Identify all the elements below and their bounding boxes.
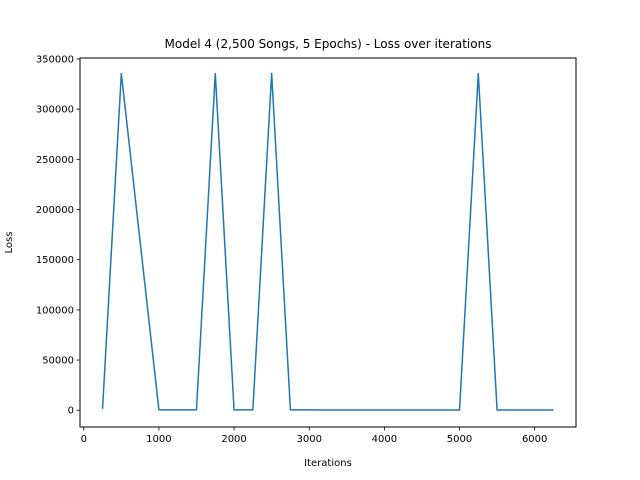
x-tick-label: 4000 xyxy=(372,434,397,445)
x-tick-label: 1000 xyxy=(146,434,171,445)
y-tick-label: 100000 xyxy=(36,305,74,316)
y-tick-label: 250000 xyxy=(36,155,74,166)
x-tick-label: 5000 xyxy=(447,434,472,445)
y-tick-label: 150000 xyxy=(36,255,74,266)
y-tick-label: 350000 xyxy=(36,55,74,66)
x-axis-label: Iterations xyxy=(304,458,352,469)
y-axis: 0 50000 100000 150000 200000 250000 300000 3500… xyxy=(36,55,80,417)
chart-title: Model 4 (2,500 Songs, 5 Epochs) - Loss o… xyxy=(165,37,492,51)
x-axis: 0 1000 2000 3000 4000 5000 6000 xyxy=(81,427,547,445)
x-tick-label: 0 xyxy=(81,434,87,445)
plot-frame xyxy=(79,57,577,428)
x-tick-label: 2000 xyxy=(221,434,246,445)
y-tick-label: 0 xyxy=(68,406,74,417)
y-tick-label: 200000 xyxy=(36,205,74,216)
y-axis-label: Loss xyxy=(4,232,15,254)
y-tick-label: 50000 xyxy=(42,356,74,367)
series-layer xyxy=(101,72,554,411)
y-tick-label: 300000 xyxy=(36,105,74,116)
x-tick-label: 6000 xyxy=(522,434,547,445)
x-tick-label: 3000 xyxy=(296,434,321,445)
